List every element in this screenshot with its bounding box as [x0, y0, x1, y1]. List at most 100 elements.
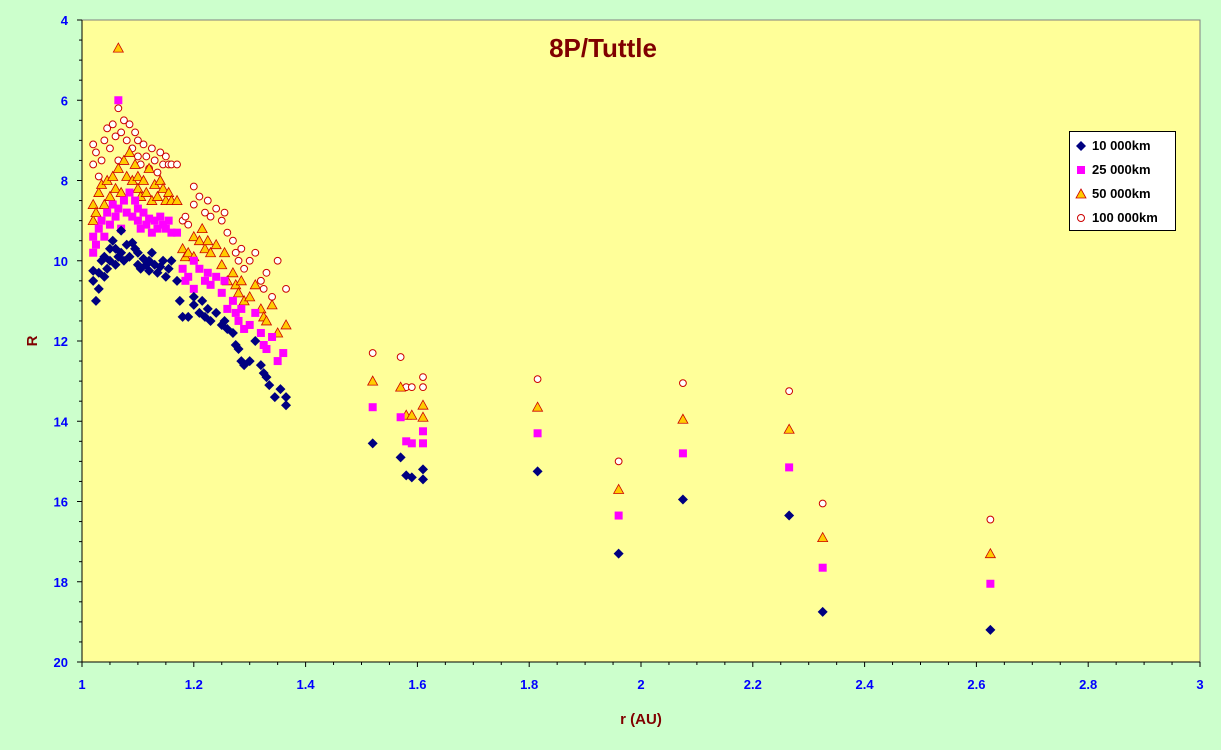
square-point — [131, 196, 140, 205]
legend-item: 100 000km — [1070, 209, 1176, 227]
diamond-point — [817, 606, 828, 617]
triangle-point — [140, 186, 152, 197]
triangle-point — [93, 186, 105, 197]
diamond-point — [188, 291, 199, 302]
legend-item: 10 000km — [1070, 137, 1176, 155]
circle-point — [131, 128, 140, 137]
triangle-point — [249, 279, 261, 290]
triangle-point — [132, 170, 144, 181]
legend: 10 000km 25 000km 50 000km 100 000km — [1069, 131, 1176, 231]
diamond-point — [107, 235, 118, 246]
square-point — [212, 272, 221, 281]
circle-point — [533, 375, 542, 384]
triangle-point — [367, 375, 379, 386]
square-point — [136, 224, 145, 233]
x-axis-label: r (AU) — [620, 711, 662, 728]
diamond-point — [784, 510, 795, 521]
y-axis-label: R — [24, 335, 41, 346]
square-point — [139, 208, 148, 217]
circle-point — [181, 212, 190, 221]
x-tick-label: 3 — [1196, 677, 1203, 692]
diamond-point — [985, 624, 996, 635]
diamond-point — [88, 275, 99, 286]
square-point — [234, 316, 243, 325]
circle-point — [259, 284, 268, 293]
circle-point — [419, 373, 427, 382]
y-tick-label: 20 — [54, 655, 68, 670]
square-point — [418, 427, 427, 436]
circle-point — [106, 144, 114, 153]
triangle-point — [143, 162, 155, 173]
diamond-point — [395, 452, 406, 463]
triangle-point — [115, 186, 127, 197]
square-point — [259, 341, 268, 350]
diamond-point — [174, 295, 185, 306]
triangle-point — [232, 287, 245, 298]
square-point — [533, 429, 542, 438]
triangle-point — [199, 242, 211, 254]
square-point — [122, 208, 131, 217]
circle-point — [184, 220, 193, 229]
square-point — [150, 216, 159, 225]
triangle-point — [157, 182, 169, 193]
triangle-point — [531, 401, 544, 412]
square-point — [206, 280, 215, 289]
legend-label: 100 000km — [1092, 210, 1158, 225]
square-point — [203, 268, 212, 277]
circle-point — [114, 104, 123, 113]
triangle-point — [280, 319, 292, 330]
square-point — [189, 284, 198, 293]
diamond-point — [233, 344, 244, 355]
triangle-point — [129, 158, 141, 169]
triangle-point — [417, 399, 429, 410]
circle-point — [125, 120, 134, 129]
square-marker-icon — [1077, 166, 1085, 174]
circle-point — [614, 457, 623, 466]
square-point — [100, 232, 109, 241]
triangle-point — [260, 315, 273, 326]
square-point — [94, 224, 103, 233]
diamond-point — [132, 247, 143, 258]
square-point — [245, 320, 254, 329]
circle-point — [92, 148, 100, 157]
square-point — [133, 204, 142, 213]
square-point — [97, 216, 106, 225]
square-point — [89, 248, 98, 257]
triangle-point — [109, 182, 122, 193]
x-tick-label: 2.2 — [744, 677, 762, 692]
square-point — [195, 264, 204, 273]
triangle-point — [196, 222, 208, 234]
triangle-point — [816, 531, 829, 543]
circle-point — [108, 120, 117, 129]
square-point — [173, 228, 182, 237]
x-tick-label: 2.4 — [856, 677, 875, 692]
y-tick-label: 14 — [54, 414, 69, 429]
diamond-point — [219, 315, 230, 326]
triangle-point — [176, 242, 189, 254]
circle-point — [203, 196, 212, 205]
square-point — [153, 224, 162, 233]
square-point — [147, 228, 156, 237]
circle-point — [142, 152, 151, 161]
triangle-point — [417, 411, 429, 422]
triangle-point — [783, 423, 795, 434]
square-point — [114, 96, 123, 105]
diamond-point — [205, 315, 216, 326]
triangle-point — [112, 162, 125, 173]
square-point — [407, 439, 416, 448]
square-point — [273, 357, 282, 366]
circle-point — [201, 208, 209, 217]
triangle-point — [104, 190, 116, 201]
triangle-point — [87, 198, 99, 209]
circle-point — [206, 212, 215, 221]
triangle-point — [121, 170, 133, 181]
y-tick-label: 8 — [61, 174, 68, 189]
triangle-point — [162, 186, 175, 197]
circle-point — [134, 136, 142, 145]
square-point — [142, 220, 151, 229]
square-point — [164, 216, 173, 225]
triangle-point — [266, 299, 278, 310]
square-point — [217, 288, 226, 297]
legend-item: 25 000km — [1070, 161, 1176, 179]
triangle-point — [188, 230, 200, 242]
